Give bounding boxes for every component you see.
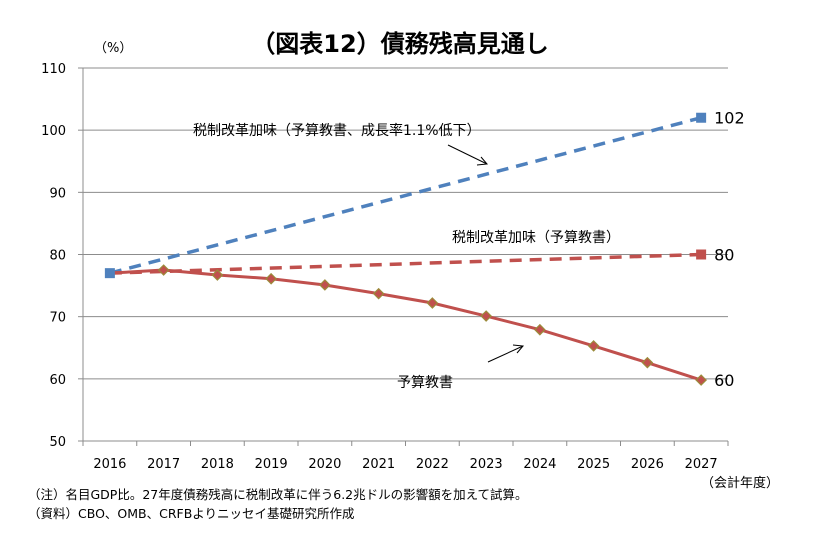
x-tick-label: 2018 xyxy=(201,457,234,472)
y-tick-label: 70 xyxy=(49,311,66,326)
footnote-source: （資料）CBO、OMB、CRFBよりニッセイ基礎研究所作成 xyxy=(28,506,355,521)
data-point-marker xyxy=(641,356,654,369)
series-lines xyxy=(109,116,702,382)
x-tick-label: 2024 xyxy=(523,457,556,472)
y-tick-label: 110 xyxy=(41,62,66,77)
y-tick-labels: 50 60 70 80 90 100 110 xyxy=(41,62,66,450)
series-line-0 xyxy=(109,116,702,275)
series-line-1 xyxy=(109,252,702,275)
x-tick-label: 2025 xyxy=(577,457,610,472)
data-point-marker xyxy=(372,287,385,300)
start-marker xyxy=(104,268,115,279)
x-tick-label: 2023 xyxy=(470,457,503,472)
end-label-1: 80 xyxy=(714,246,734,265)
data-point-marker xyxy=(265,272,277,285)
arrowhead-icon xyxy=(512,344,525,354)
data-point-marker xyxy=(534,323,546,336)
annotation-arrow-blue xyxy=(447,144,488,165)
y-tick-label: 50 xyxy=(49,435,66,450)
end-label-2: 60 xyxy=(714,371,734,390)
x-tick-label: 2027 xyxy=(685,457,718,472)
annotation-red-dashed-series: 税制改革加味（予算教書） xyxy=(452,230,620,246)
y-tick-label: 60 xyxy=(49,373,66,388)
annotation-red-solid-series: 予算教書 xyxy=(397,375,453,391)
x-tick-label: 2020 xyxy=(308,457,341,472)
data-point-marker xyxy=(695,374,707,386)
data-point-marker xyxy=(157,264,170,276)
chart-title: （図表12）債務残高見通し xyxy=(251,30,548,58)
x-axis-unit-label: （会計年度） xyxy=(701,475,779,491)
end-label-0: 102 xyxy=(714,109,745,128)
end-marker-0 xyxy=(696,112,707,123)
gridlines xyxy=(83,67,728,380)
data-point-marker xyxy=(426,297,439,309)
x-tick-label: 2021 xyxy=(362,457,395,472)
data-point-marker xyxy=(211,269,224,281)
x-tick-label: 2022 xyxy=(416,457,449,472)
y-axis-unit-label: （%） xyxy=(94,41,132,56)
end-labels: 102 80 60 xyxy=(714,109,745,390)
data-point-marker xyxy=(480,310,492,322)
arrowhead-icon xyxy=(476,156,489,166)
data-point-marker xyxy=(587,340,600,352)
x-tick-label: 2026 xyxy=(631,457,664,472)
annotation-blue-series: 税制改革加味（予算教書、成長率1.1%低下） xyxy=(193,122,481,139)
series-line-2 xyxy=(109,268,702,382)
x-tick-labels: 2016 2017 2018 2019 2020 2021 2022 2023 2024 2025… xyxy=(93,457,717,472)
y-tick-label: 100 xyxy=(41,124,66,139)
end-marker-1 xyxy=(696,249,707,260)
data-point-marker xyxy=(319,279,331,291)
axes xyxy=(78,67,729,446)
x-tick-label: 2016 xyxy=(93,457,126,472)
x-tick-label: 2019 xyxy=(255,457,288,472)
annotation-arrow-red xyxy=(487,345,524,363)
y-tick-label: 90 xyxy=(49,186,66,201)
x-tick-label: 2017 xyxy=(147,457,180,472)
footnote-note: （注）名目GDP比。27年度債務残高に税制改革に伴う6.2兆ドルの影響額を加えて… xyxy=(28,487,528,502)
y-tick-label: 80 xyxy=(49,249,66,264)
series-markers xyxy=(104,112,707,386)
